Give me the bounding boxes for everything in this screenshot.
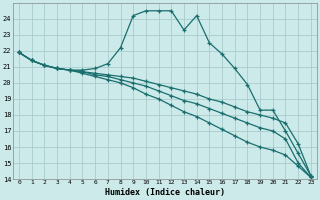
X-axis label: Humidex (Indice chaleur): Humidex (Indice chaleur) — [105, 188, 225, 197]
